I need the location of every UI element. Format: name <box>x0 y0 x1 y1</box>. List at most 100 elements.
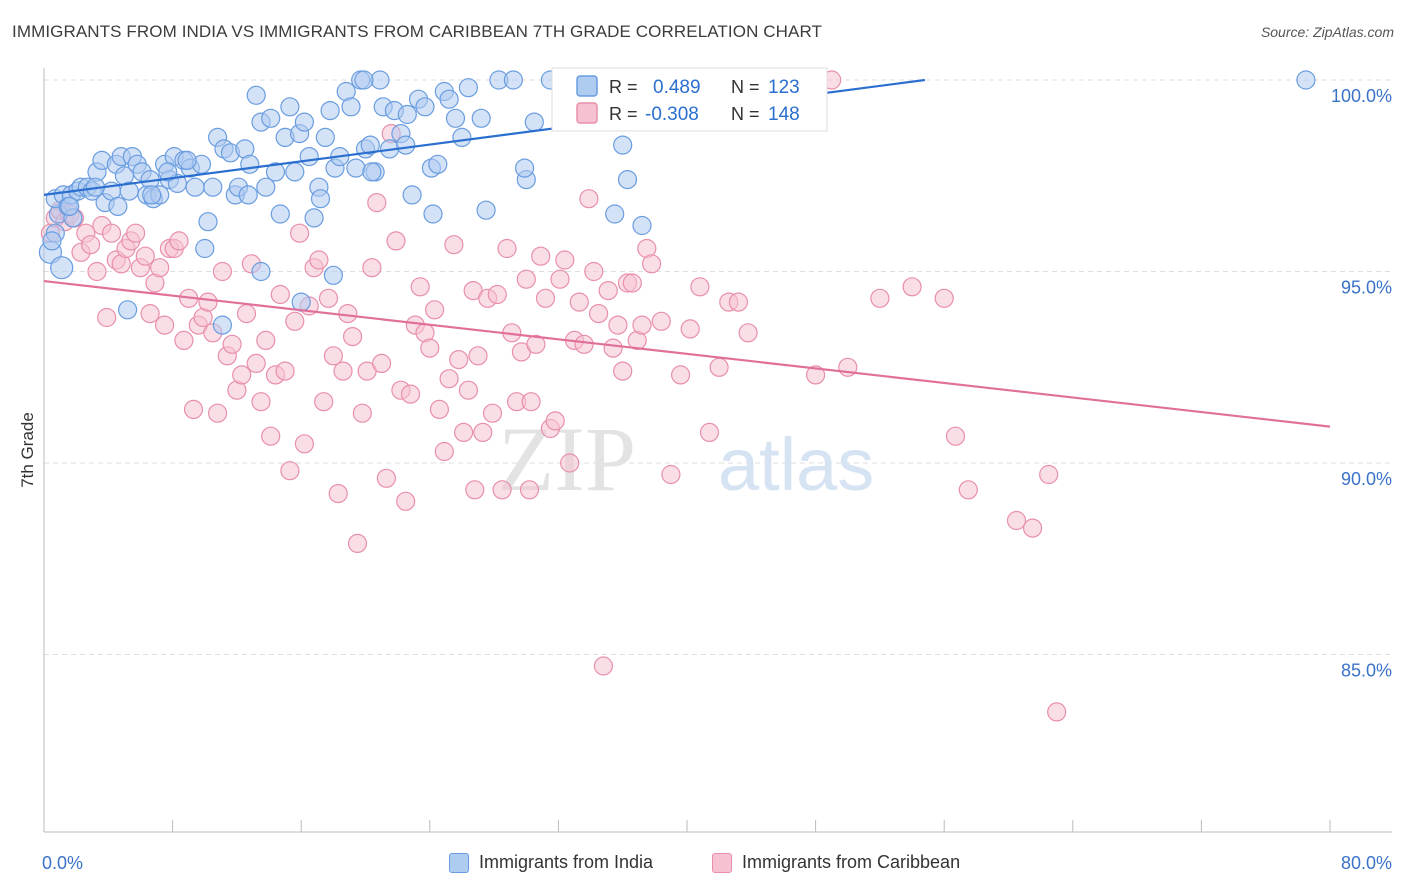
caribbean-point <box>661 464 681 485</box>
caribbean-point <box>588 304 609 324</box>
india-point <box>354 70 374 90</box>
india-point <box>246 85 266 105</box>
caribbean-point <box>598 281 618 301</box>
legend-swatch-caribbean <box>712 852 732 873</box>
caribbean-point <box>613 361 633 381</box>
legend-carib-r-label: R = <box>609 104 638 124</box>
caribbean-point <box>261 426 281 446</box>
caribbean-point <box>728 292 749 312</box>
india-point <box>503 70 524 90</box>
caribbean-point <box>80 235 101 255</box>
caribbean-point <box>902 277 922 297</box>
india-point <box>108 196 128 216</box>
caribbean-point <box>1039 464 1059 485</box>
caribbean-point <box>285 311 305 331</box>
caribbean-point <box>487 284 507 305</box>
caribbean-point <box>318 288 339 308</box>
caribbean-point <box>212 261 232 282</box>
india-point <box>42 231 62 251</box>
india-point <box>185 177 205 197</box>
india-point <box>439 89 459 109</box>
caribbean-point <box>535 288 556 308</box>
india-point <box>396 135 416 155</box>
india-point <box>320 100 340 121</box>
caribbean-point <box>183 399 204 419</box>
india-point <box>315 127 335 147</box>
india-point <box>203 177 223 197</box>
india-point <box>310 189 331 209</box>
caribbean-point <box>425 300 445 320</box>
india-point <box>158 162 178 182</box>
india-point <box>613 135 633 155</box>
india-point <box>261 108 281 128</box>
caribbean-point <box>439 369 459 389</box>
caribbean-point <box>641 254 662 274</box>
caribbean-point <box>333 361 353 381</box>
caribbean-point <box>420 338 440 358</box>
legend-swatch-india <box>449 852 469 873</box>
caribbean-point <box>126 223 146 243</box>
caribbean-points <box>40 70 1067 722</box>
caribbean-point <box>444 235 464 255</box>
india-point <box>251 261 271 282</box>
india-point <box>212 315 232 335</box>
caribbean-point <box>174 330 194 350</box>
caribbean-point <box>376 468 396 488</box>
india-point <box>346 158 366 178</box>
caribbean-point <box>1047 702 1067 722</box>
india-point <box>117 300 138 320</box>
india-point <box>524 112 544 132</box>
caribbean-point <box>338 304 358 324</box>
india-point <box>445 108 466 128</box>
caribbean-point <box>579 189 599 209</box>
caribbean-point <box>690 277 710 297</box>
india-point <box>423 204 443 224</box>
caribbean-point <box>97 307 117 328</box>
india-point <box>323 265 343 285</box>
watermark-atlas: atlas <box>718 423 874 506</box>
caribbean-point <box>343 327 363 347</box>
caribbean-point <box>709 357 729 377</box>
caribbean-point <box>526 334 546 354</box>
caribbean-point <box>294 434 314 454</box>
caribbean-point <box>155 315 175 335</box>
caribbean-point <box>386 231 406 251</box>
caribbean-point <box>560 453 580 473</box>
india-point <box>397 104 417 125</box>
caribbean-point <box>608 315 628 335</box>
caribbean-point <box>280 461 300 481</box>
india-point <box>294 112 314 132</box>
legend-item-caribbean: Immigrants from Caribbean <box>712 852 960 873</box>
y-tick-label: 100.0% <box>1331 86 1392 106</box>
correlation-legend: R = 0.489 N = 123 R = -0.308 N = 148 <box>551 67 828 132</box>
caribbean-point <box>169 231 189 251</box>
caribbean-point <box>323 346 343 366</box>
india-point <box>285 162 305 182</box>
india-point <box>458 78 478 98</box>
x-tick-label-max: 80.0% <box>1341 853 1392 873</box>
india-point <box>362 162 382 182</box>
x-ticks <box>43 820 1331 832</box>
caribbean-point <box>603 338 623 358</box>
caribbean-point <box>222 334 242 354</box>
caribbean-point <box>945 426 966 446</box>
caribbean-point <box>87 261 107 282</box>
india-point <box>142 185 162 205</box>
india-point <box>299 147 319 167</box>
caribbean-point <box>622 273 642 293</box>
caribbean-point <box>328 484 348 504</box>
y-tick-labels: 85.0% 90.0% 95.0% 100.0% <box>1331 86 1392 681</box>
caribbean-point <box>314 392 334 412</box>
caribbean-point <box>140 304 160 324</box>
axes <box>43 68 1392 833</box>
legend-label-caribbean: Immigrants from Caribbean <box>742 852 961 872</box>
india-point <box>50 256 74 280</box>
india-point <box>195 238 215 259</box>
caribbean-point <box>232 365 252 385</box>
caribbean-point <box>550 269 570 289</box>
y-tick-label: 85.0% <box>1341 661 1392 681</box>
caribbean-trendline <box>43 279 1331 428</box>
caribbean-point <box>367 193 387 213</box>
india-point <box>177 150 197 170</box>
